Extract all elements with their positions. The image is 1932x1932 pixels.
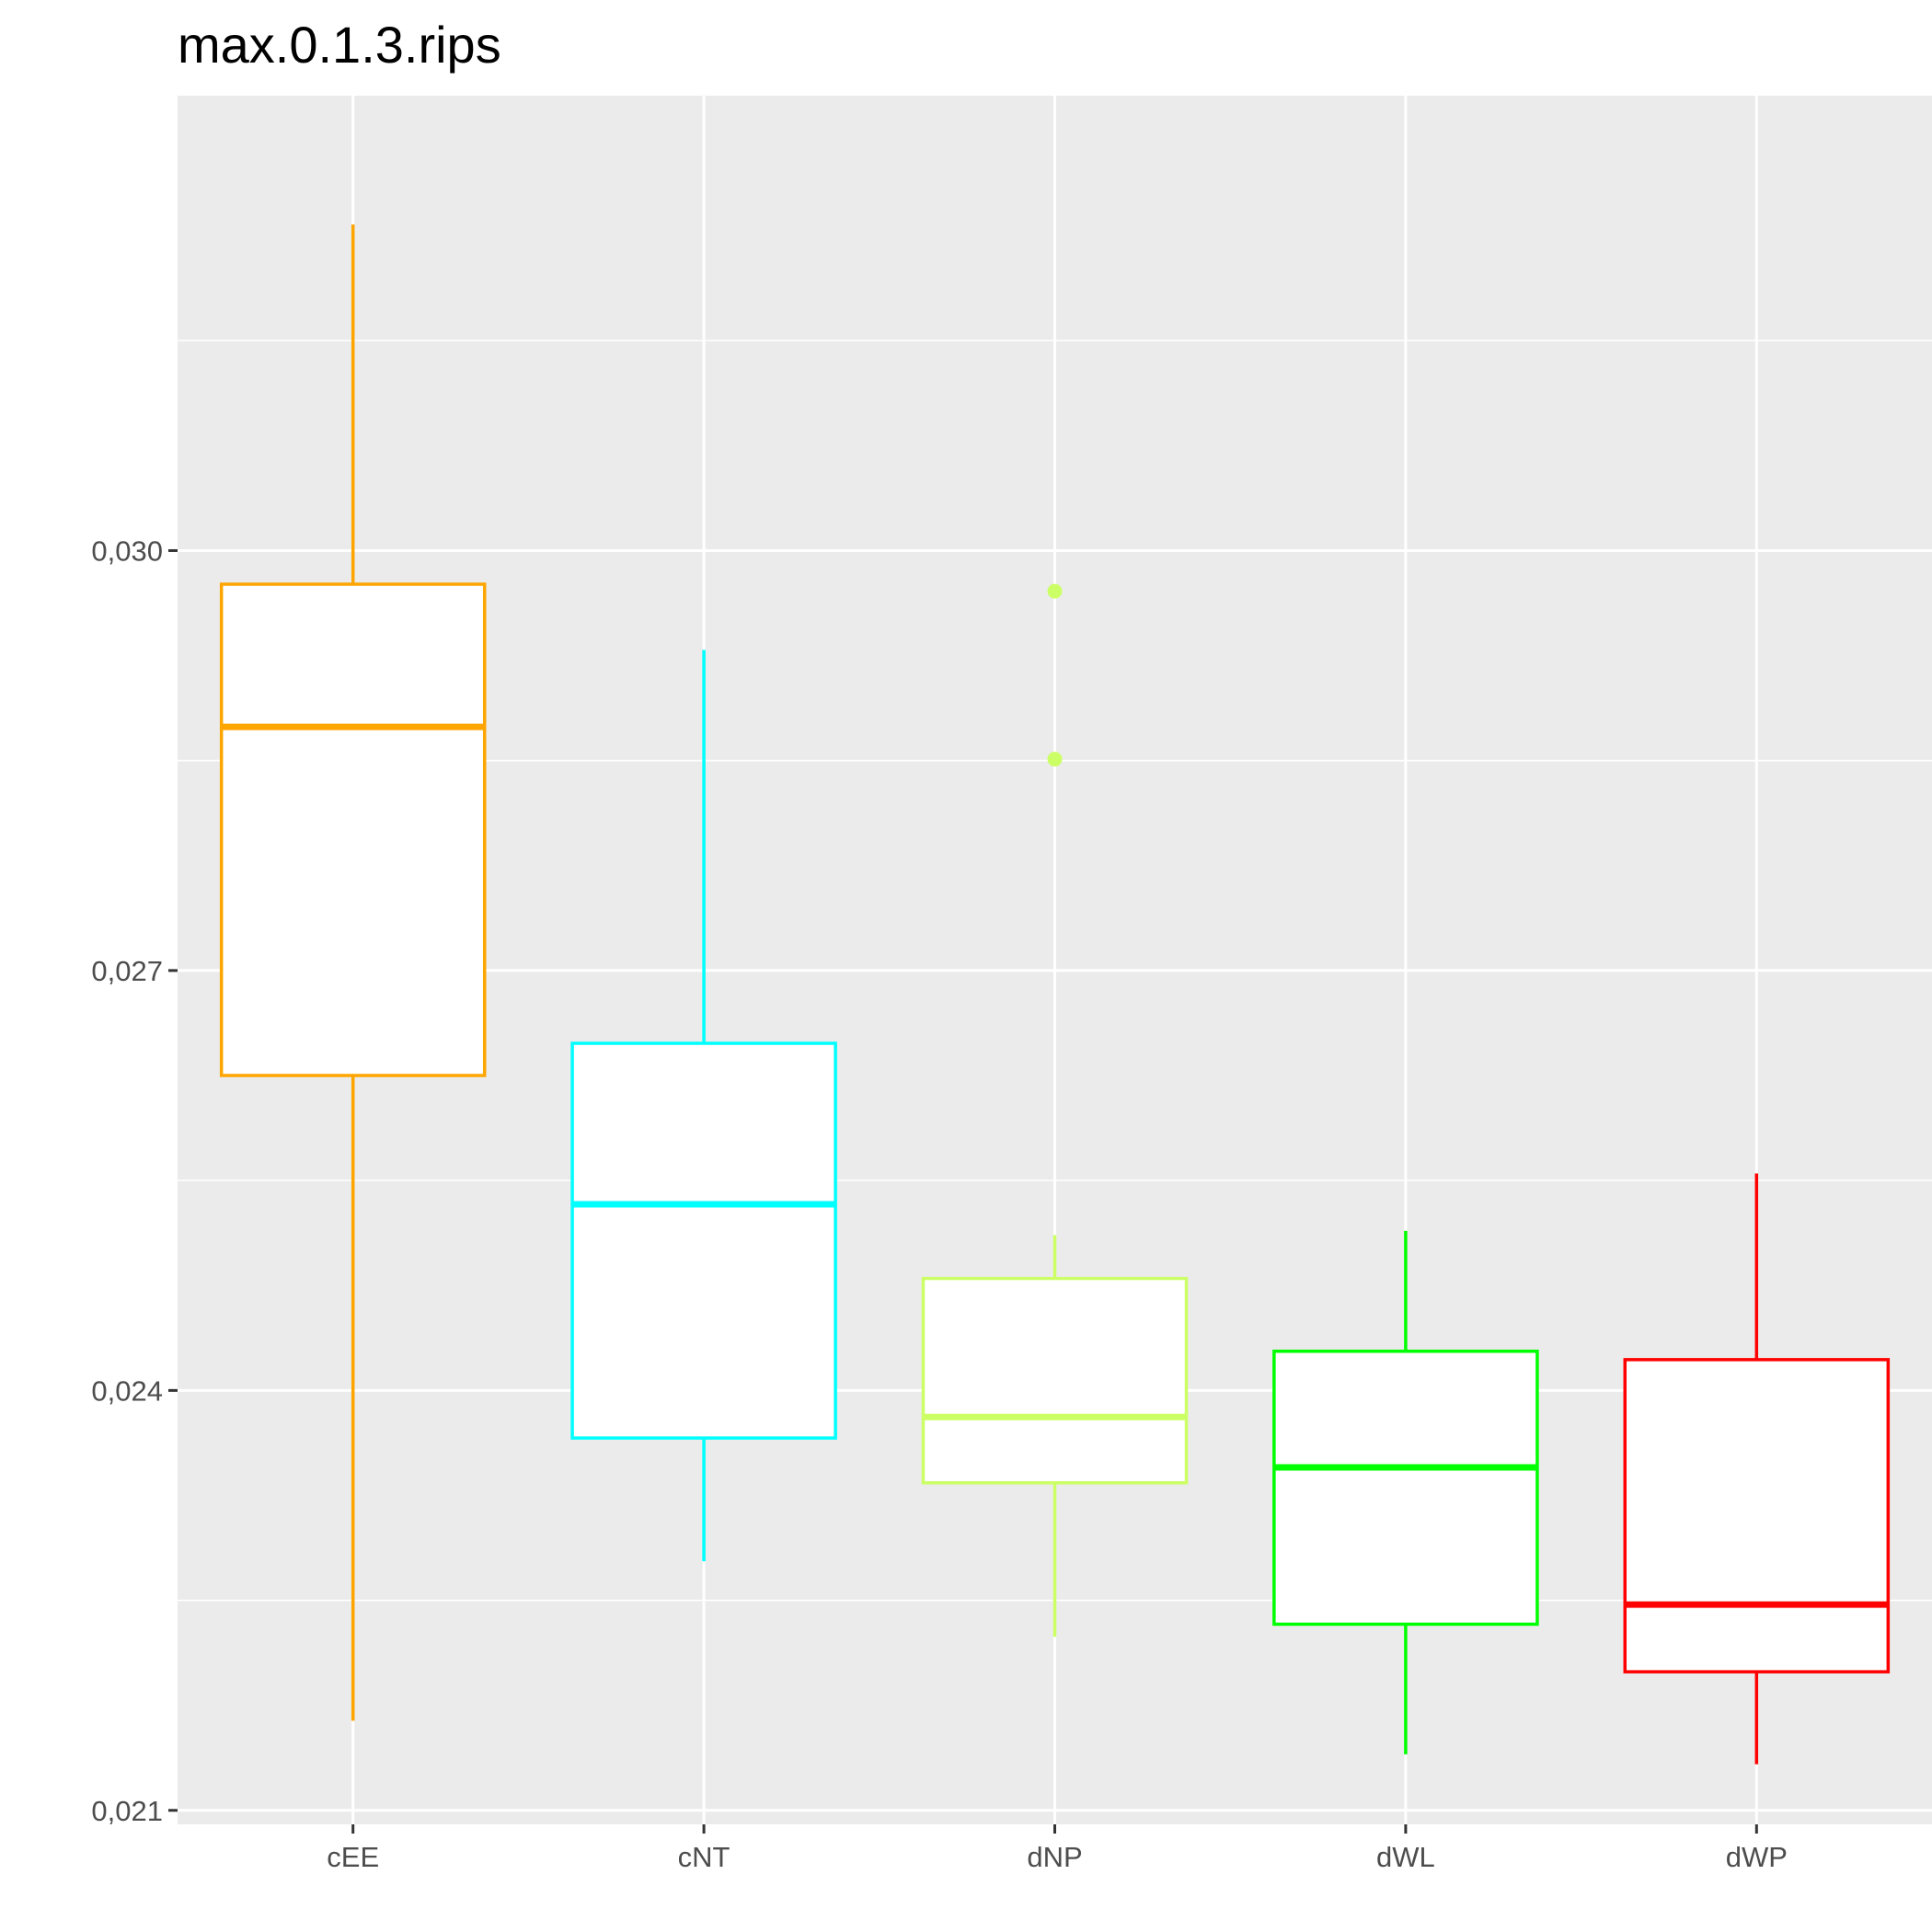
box-dWP [1623,1173,1891,1765]
x-tick-label: cNT [678,1841,730,1873]
y-tick-label: 0,027 [91,955,163,987]
y-tick-label: 0,024 [91,1374,163,1407]
x-tick-label: dNP [1027,1841,1082,1873]
boxes [219,224,1891,1765]
box-dWL [1272,1230,1539,1754]
outlier-point [1047,583,1063,599]
box-iqr [570,1041,837,1440]
box-iqr [1272,1349,1539,1627]
x-tick-label: cEE [327,1841,379,1873]
chart-title: max.0.1.3.rips [178,16,501,74]
x-tick-label: dWL [1376,1841,1435,1873]
box-dNP [921,583,1189,1638]
x-tick-label: dWP [1726,1841,1788,1873]
y-tick-label: 0,030 [91,535,163,567]
axes: 0,021 0,024 0,027 0,030 cEE cNT dNP dWL dWP [91,535,1787,1873]
outlier-point [1047,752,1063,767]
box-cEE [219,224,487,1721]
box-iqr [921,1276,1189,1485]
box-cNT [570,650,837,1561]
y-tick-label: 0,021 [91,1795,163,1827]
box-iqr [219,582,487,1077]
box-iqr [1623,1358,1891,1673]
